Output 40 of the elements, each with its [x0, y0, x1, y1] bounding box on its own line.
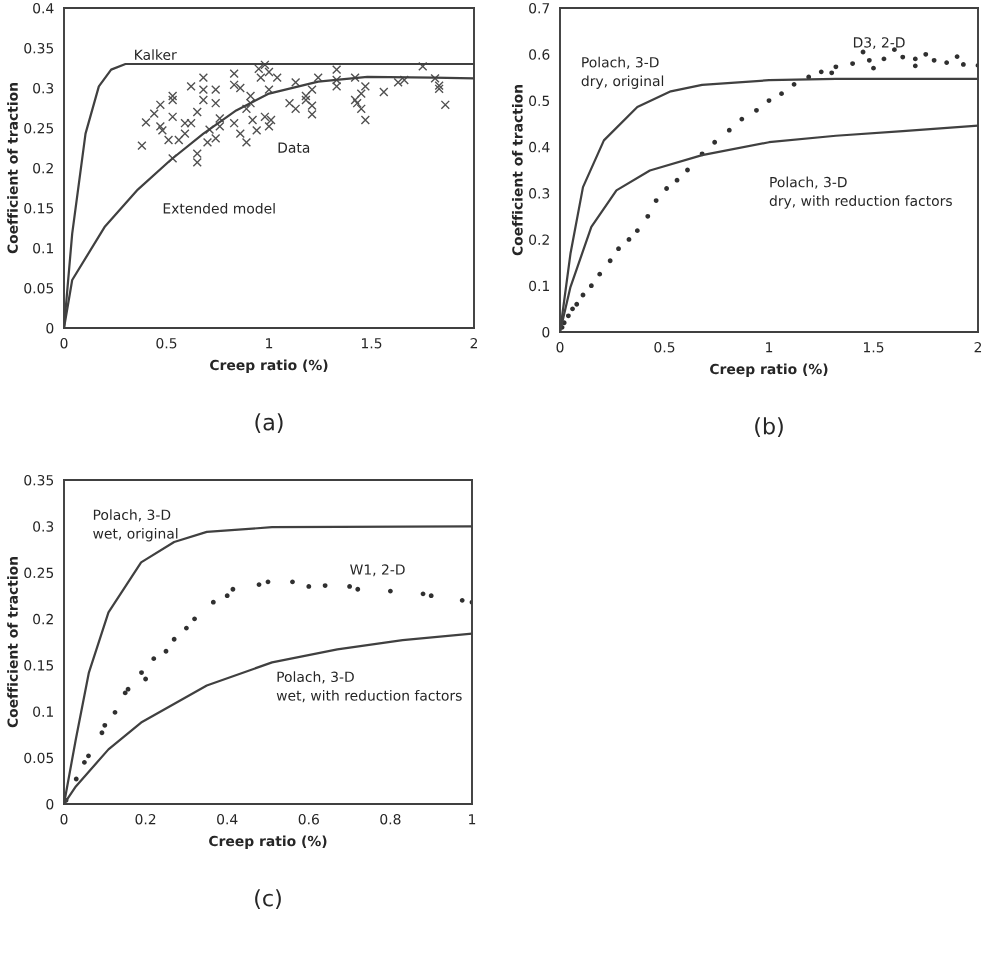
point: [171, 636, 177, 642]
point: [833, 64, 839, 70]
point: [565, 313, 571, 319]
point: [163, 648, 169, 654]
point: [73, 776, 79, 782]
text: (b): [755, 417, 783, 438]
point: [712, 139, 718, 145]
point: [931, 57, 937, 63]
text: (a): [255, 413, 283, 434]
point: [634, 228, 640, 234]
point: [81, 759, 87, 765]
text: (c): [255, 889, 281, 910]
point: [726, 127, 732, 133]
point: [210, 599, 216, 605]
point: [125, 686, 131, 692]
point: [230, 586, 236, 592]
point: [818, 69, 824, 75]
point: [645, 213, 651, 219]
point: [183, 625, 189, 631]
point: [829, 70, 835, 76]
point: [224, 593, 230, 599]
point: [944, 60, 950, 66]
point: [355, 586, 361, 592]
point: [574, 301, 580, 307]
point: [923, 51, 929, 57]
point: [900, 54, 906, 60]
point: [428, 593, 434, 599]
point: [912, 63, 918, 69]
point: [387, 588, 393, 594]
point: [597, 271, 603, 277]
point: [459, 597, 465, 603]
point: [791, 81, 797, 87]
point: [912, 56, 918, 62]
point: [607, 258, 613, 264]
point: [588, 283, 594, 289]
point: [866, 57, 872, 63]
point: [122, 690, 128, 696]
point: [151, 656, 157, 662]
point: [102, 722, 108, 728]
point: [99, 730, 105, 736]
